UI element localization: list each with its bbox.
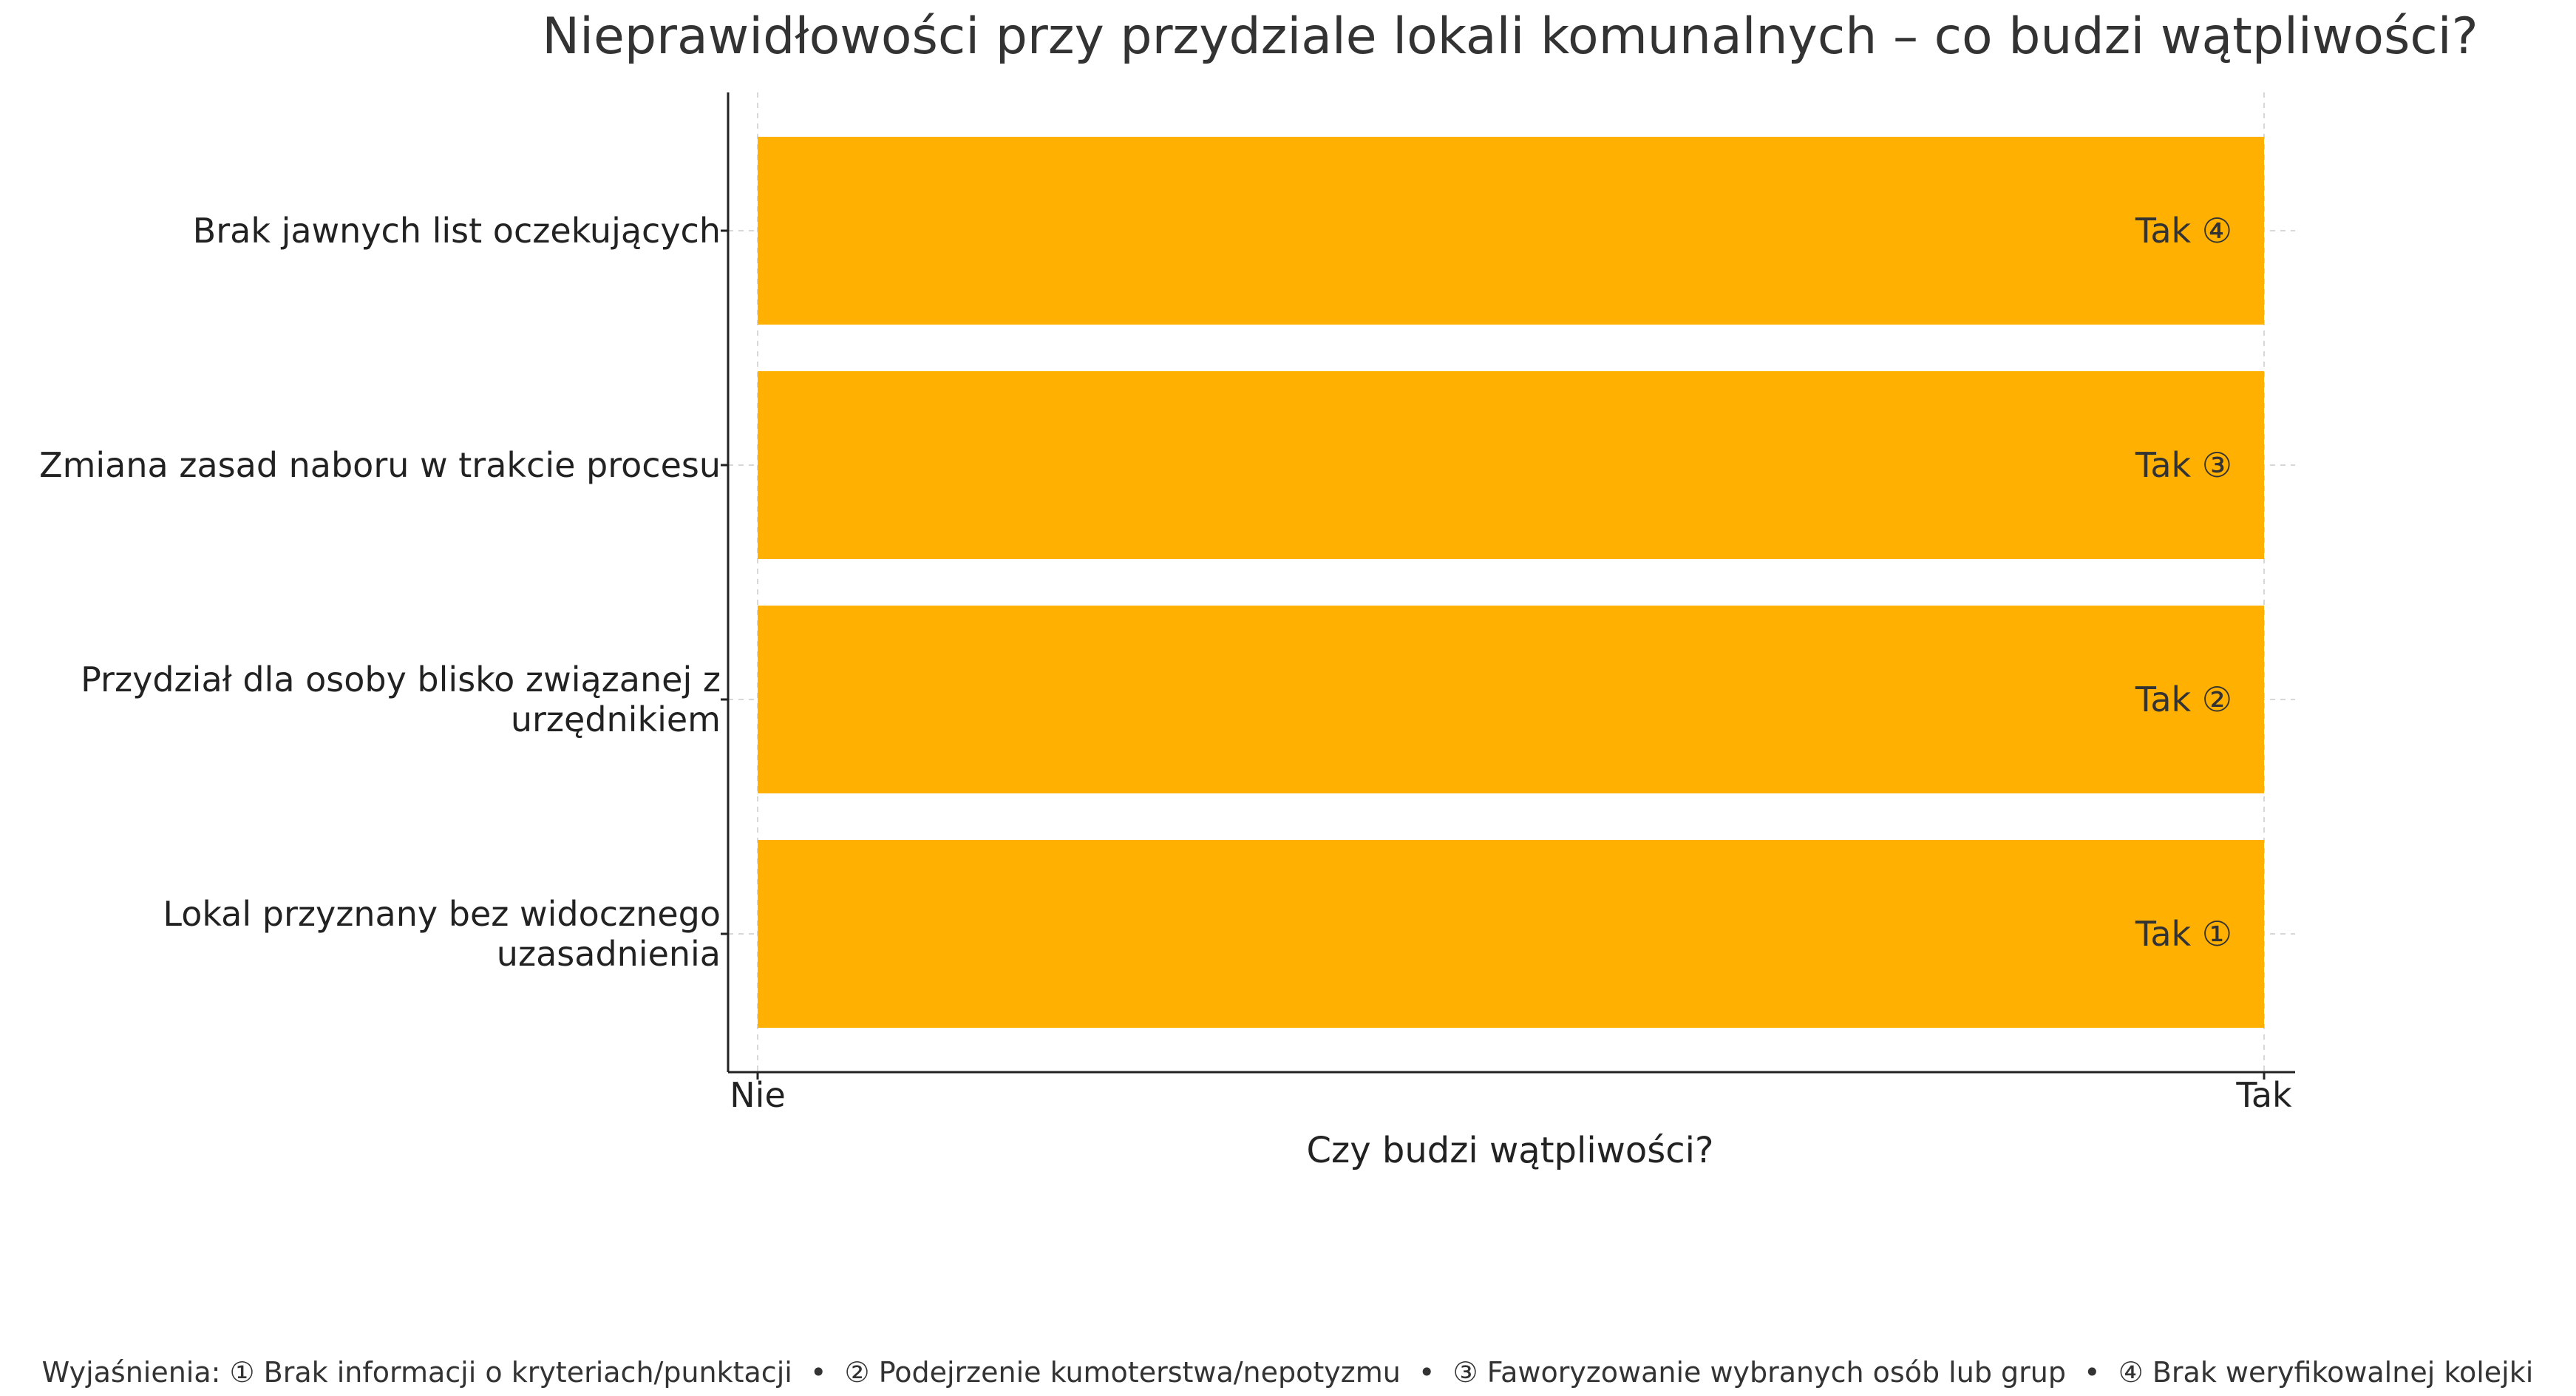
y-tick-label: Przydział dla osoby blisko związanej z bbox=[81, 660, 721, 699]
x-axis-label: Czy budzi wątpliwości? bbox=[1307, 1130, 1714, 1171]
x-tick-label: Tak bbox=[2235, 1075, 2292, 1115]
data-label: Tak ④ bbox=[2135, 211, 2232, 251]
bars-layer bbox=[758, 137, 2264, 1028]
data-labels: Tak ④ Tak ③ Tak ② Tak ① bbox=[2135, 211, 2232, 954]
y-tick-labels: Brak jawnych list oczekujących Zmiana zas… bbox=[39, 211, 721, 974]
footnote: Wyjaśnienia: ① Brak informacji o kryteri… bbox=[42, 1356, 2534, 1389]
x-tick-label: Nie bbox=[730, 1075, 786, 1115]
bar bbox=[758, 137, 2264, 325]
y-tick-label: urzędnikiem bbox=[511, 699, 721, 739]
bar bbox=[758, 371, 2264, 559]
y-tick-label: uzasadnienia bbox=[497, 934, 721, 974]
y-tick-label: Brak jawnych list oczekujących bbox=[193, 211, 721, 251]
bar bbox=[758, 840, 2264, 1028]
y-tick-label: Lokal przyznany bez widocznego bbox=[163, 894, 721, 934]
chart-title: Nieprawidłowości przy przydziale lokali … bbox=[542, 7, 2478, 66]
bar bbox=[758, 606, 2264, 793]
x-tick-labels: Nie Tak bbox=[730, 1075, 2292, 1115]
data-label: Tak ① bbox=[2135, 914, 2232, 954]
y-tick-label: Zmiana zasad naboru w trakcie procesu bbox=[39, 445, 721, 485]
data-label: Tak ③ bbox=[2135, 445, 2232, 485]
axes-layer bbox=[721, 92, 2295, 1080]
data-label: Tak ② bbox=[2135, 680, 2232, 719]
